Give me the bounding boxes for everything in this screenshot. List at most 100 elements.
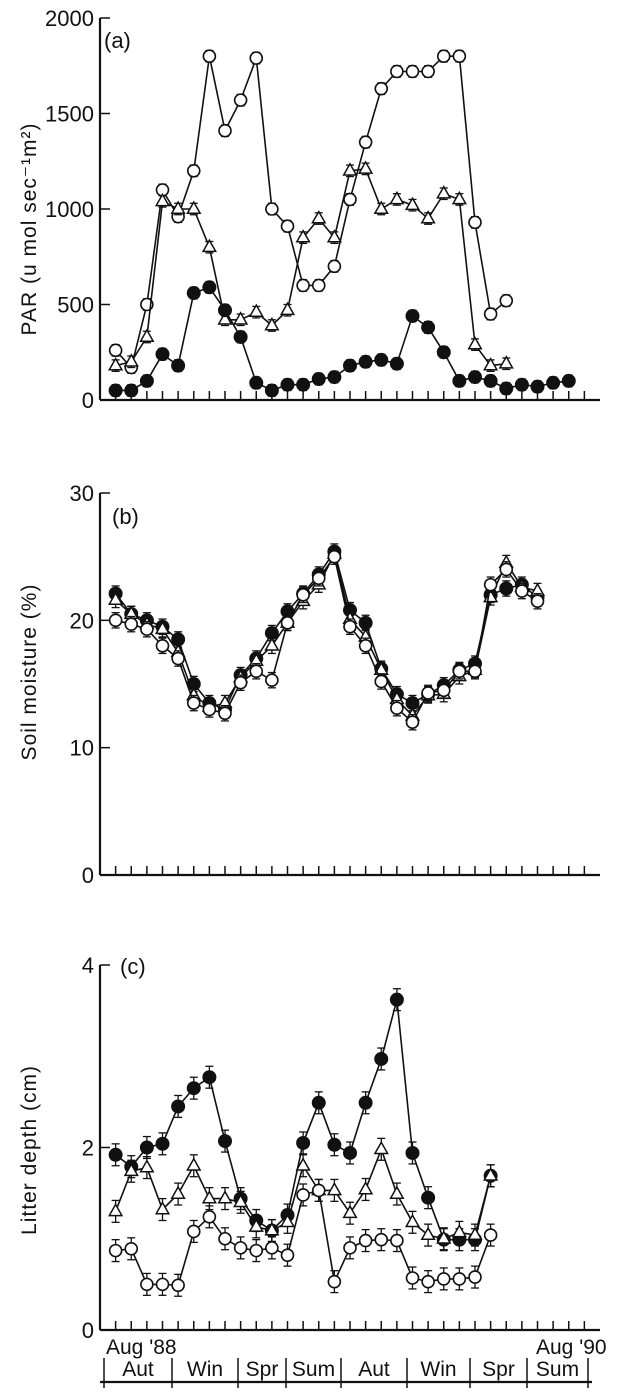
data-point-open-circle [390, 1233, 404, 1248]
data-point-open-triangle [389, 190, 405, 205]
data-point-open-circle [358, 135, 373, 149]
data-point-filled-circle [296, 377, 311, 392]
data-point-open-triangle [186, 1157, 202, 1171]
data-point-open-circle [358, 638, 373, 653]
y-tick-label: 1000 [45, 197, 94, 222]
data-point-open-circle [249, 51, 264, 65]
data-point-open-circle [202, 49, 217, 64]
data-point-open-circle [405, 1271, 420, 1285]
y-tick-label: 0 [82, 863, 94, 888]
data-point-filled-circle [327, 370, 342, 385]
data-point-filled-circle [343, 1145, 357, 1160]
y-tick-label: 500 [57, 293, 94, 318]
data-point-filled-circle [530, 379, 545, 394]
data-point-open-circle [343, 192, 357, 207]
data-point-open-circle [265, 673, 279, 687]
data-point-filled-circle [499, 581, 514, 596]
data-point-open-circle [296, 278, 310, 293]
data-point-open-circle [343, 619, 357, 634]
data-point-filled-circle [436, 345, 451, 360]
data-point-open-triangle [139, 328, 155, 342]
data-point-filled-circle [280, 377, 295, 392]
data-point-filled-circle [327, 1137, 342, 1152]
data-point-open-circle [390, 64, 404, 79]
data-point-open-triangle [311, 210, 327, 224]
panel-b-label: (b) [112, 504, 139, 529]
data-point-open-triangle [264, 1221, 280, 1236]
data-point-open-circle [468, 664, 482, 679]
data-point-open-circle [468, 215, 482, 230]
data-point-open-triangle [404, 196, 421, 211]
data-point-open-circle [249, 1243, 264, 1258]
data-point-open-circle [483, 1228, 498, 1242]
data-point-filled-circle [171, 358, 186, 373]
data-point-open-triangle [217, 311, 233, 325]
data-point-open-circle [483, 577, 498, 592]
season-label: Spr [482, 1358, 515, 1381]
data-point-open-circle [280, 1248, 295, 1262]
data-point-filled-circle [358, 1095, 373, 1110]
data-point-open-triangle [420, 1226, 436, 1241]
data-point-filled-circle [374, 352, 389, 367]
data-point-open-circle [452, 1272, 467, 1286]
data-point-open-circle [171, 651, 185, 666]
data-point-open-triangle [279, 1213, 296, 1228]
data-point-open-triangle [404, 1213, 421, 1228]
data-point-filled-circle [171, 1099, 186, 1114]
data-point-open-circle [405, 715, 420, 730]
y-tick-label: 0 [82, 388, 94, 413]
data-point-open-circle [405, 64, 420, 79]
data-point-open-circle [108, 343, 123, 358]
data-point-open-triangle [108, 357, 124, 371]
data-point-open-circle [202, 702, 217, 717]
data-point-filled-circle [468, 370, 482, 385]
data-point-open-triangle [483, 1167, 499, 1181]
data-point-open-triangle [373, 200, 389, 214]
data-point-open-triangle [264, 637, 280, 651]
data-point-open-circle [327, 259, 342, 274]
data-point-filled-circle [483, 373, 498, 388]
data-point-filled-circle [421, 1190, 436, 1205]
data-point-open-circle [374, 1232, 389, 1247]
data-point-open-circle [155, 1277, 170, 1292]
series-line [115, 554, 538, 724]
data-point-open-circle [343, 1241, 357, 1255]
data-point-open-triangle [264, 316, 280, 331]
data-point-open-circle [124, 1241, 139, 1256]
data-point-open-circle [311, 278, 326, 293]
season-label: Aut [122, 1358, 154, 1381]
data-point-open-circle [421, 686, 435, 700]
panel-c: (c) Litter depth (cm) 0 2 4 [18, 953, 600, 1343]
data-point-open-circle [327, 1274, 342, 1289]
data-point-open-triangle [467, 1226, 483, 1241]
data-point-open-triangle [201, 238, 217, 253]
data-point-open-triangle [326, 1181, 342, 1196]
data-point-open-triangle [295, 229, 311, 243]
panel-a-label: (a) [104, 28, 131, 53]
data-point-filled-circle [546, 375, 561, 390]
season-label: Win [187, 1358, 223, 1381]
data-point-open-circle [311, 571, 326, 586]
data-point-filled-circle [311, 371, 326, 386]
data-point-open-circle [140, 1277, 154, 1292]
data-point-open-circle [218, 123, 232, 138]
season-label: Aut [358, 1358, 390, 1381]
y-tick-label: 2 [82, 1136, 94, 1161]
data-point-filled-circle [264, 383, 279, 398]
data-point-open-circle [218, 706, 232, 721]
data-point-open-circle [108, 1243, 123, 1258]
data-point-open-triangle [326, 229, 342, 243]
y-tick-label: 20 [70, 608, 94, 633]
data-point-open-circle [499, 293, 514, 308]
y-tick-label: 2000 [45, 6, 94, 31]
data-point-open-circle [124, 617, 139, 631]
data-point-open-triangle [248, 303, 264, 318]
data-point-filled-circle [374, 1051, 389, 1066]
data-point-open-circle [515, 584, 529, 598]
data-point-open-triangle [108, 1202, 124, 1217]
data-point-open-circle [421, 1274, 435, 1289]
data-point-open-circle [436, 683, 451, 698]
data-point-filled-circle [202, 1070, 217, 1085]
data-point-open-triangle [436, 185, 452, 199]
data-point-open-triangle [295, 1157, 311, 1171]
